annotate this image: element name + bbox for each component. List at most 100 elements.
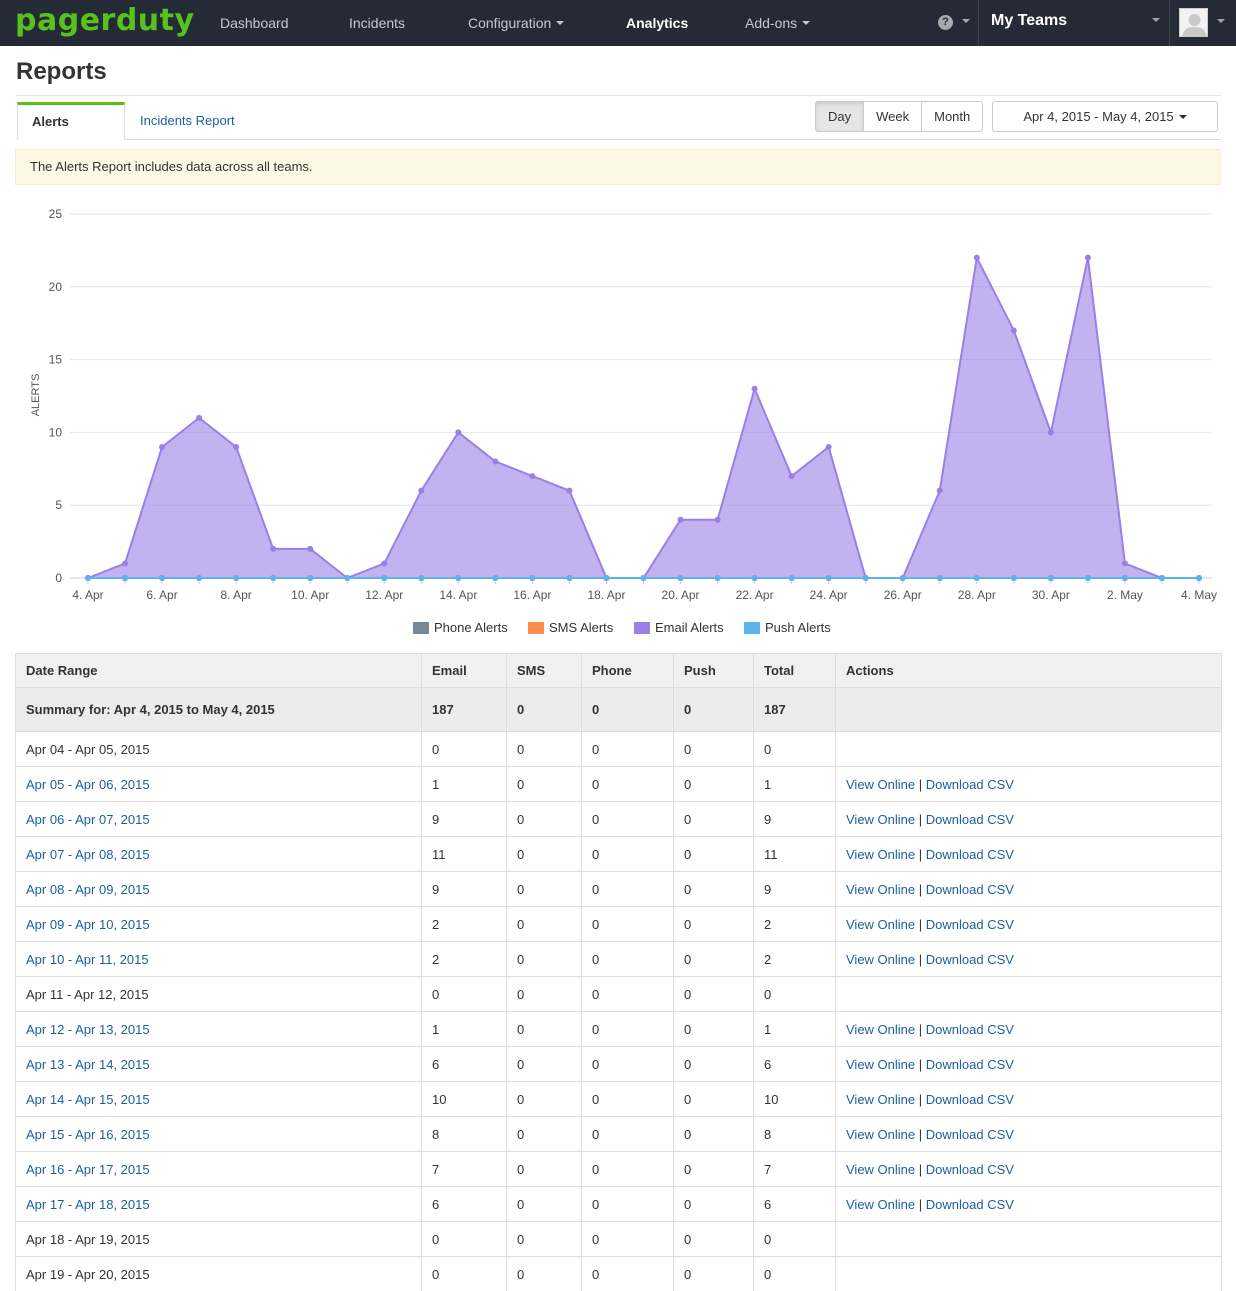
download-csv-link[interactable]: Download CSV	[925, 1091, 1014, 1107]
view-online-link[interactable]: View Online	[846, 1126, 916, 1142]
push-count: 0	[673, 871, 754, 907]
push-count: 0	[673, 906, 754, 942]
date-range-link[interactable]: Apr 06 - Apr 07, 2015	[26, 811, 150, 827]
view-online-link[interactable]: View Online	[846, 916, 916, 932]
total-count: 6	[753, 1046, 836, 1082]
view-online-link[interactable]: View Online	[846, 1056, 916, 1072]
y-tick-label: 0	[55, 571, 62, 585]
table-row: Apr 07 - Apr 08, 2015 11 0 0 0 11 View Online …	[15, 836, 1222, 872]
download-csv-link[interactable]: Download CSV	[925, 811, 1014, 827]
download-csv-link[interactable]: Download CSV	[925, 1021, 1014, 1037]
chevron-down-icon[interactable]	[1217, 19, 1225, 23]
date-range-link[interactable]: Apr 09 - Apr 10, 2015	[26, 916, 150, 932]
download-csv-link[interactable]: Download CSV	[925, 916, 1014, 932]
table-row: Apr 12 - Apr 13, 2015 1 0 0 0 1 View Online | …	[15, 1011, 1222, 1047]
sms-count: 0	[506, 906, 582, 942]
data-point	[973, 254, 980, 261]
view-online-link[interactable]: View Online	[846, 881, 916, 897]
download-csv-link[interactable]: Download CSV	[925, 776, 1014, 792]
nav-analytics[interactable]: Analytics	[626, 0, 688, 46]
download-csv-link[interactable]: Download CSV	[925, 1196, 1014, 1212]
download-csv-link[interactable]: Download CSV	[925, 1161, 1014, 1177]
col-header-date-range[interactable]: Date Range	[15, 653, 422, 688]
col-header-sms[interactable]: SMS	[506, 653, 582, 688]
avatar[interactable]	[1179, 8, 1208, 37]
date-range-link[interactable]: Apr 15 - Apr 16, 2015	[26, 1126, 150, 1142]
data-point	[603, 575, 610, 581]
download-csv-link[interactable]: Download CSV	[925, 881, 1014, 897]
push-count: 0	[673, 1221, 754, 1257]
tab-incidents-report[interactable]: Incidents Report	[140, 113, 235, 128]
phone-count: 0	[581, 1116, 674, 1152]
month-button[interactable]: Month	[921, 101, 984, 132]
col-header-total[interactable]: Total	[753, 653, 836, 688]
legend-label: SMS Alerts	[549, 620, 614, 635]
col-header-phone[interactable]: Phone	[581, 653, 674, 688]
date-range-link[interactable]: Apr 17 - Apr 18, 2015	[26, 1196, 150, 1212]
col-header-actions: Actions	[835, 653, 1222, 688]
email-count: 2	[421, 941, 507, 977]
chevron-down-icon[interactable]	[962, 19, 970, 23]
view-online-link[interactable]: View Online	[846, 1161, 916, 1177]
sms-count: 0	[506, 1151, 582, 1187]
email-count: 10	[421, 1081, 507, 1117]
date-range-link[interactable]: Apr 07 - Apr 08, 2015	[26, 846, 150, 862]
date-range-link[interactable]: Apr 05 - Apr 06, 2015	[26, 776, 150, 792]
col-header-email[interactable]: Email	[421, 653, 507, 688]
view-online-link[interactable]: View Online	[846, 1021, 916, 1037]
date-range-link[interactable]: Apr 10 - Apr 11, 2015	[26, 951, 149, 967]
email-count: 1	[421, 1011, 507, 1047]
data-point	[1084, 575, 1091, 581]
action-separator: |	[918, 951, 923, 967]
view-online-link[interactable]: View Online	[846, 776, 916, 792]
view-online-link[interactable]: View Online	[846, 811, 916, 827]
download-csv-link[interactable]: Download CSV	[925, 951, 1014, 967]
view-online-link[interactable]: View Online	[846, 951, 916, 967]
data-point	[270, 575, 277, 581]
summary-sms: 0	[506, 687, 582, 732]
total-count: 0	[753, 1256, 836, 1291]
pagerduty-logo[interactable]: pagerduty	[15, 3, 195, 38]
nav-addons[interactable]: Add-ons	[745, 0, 811, 46]
actions-cell: View Online | Download CSV	[835, 836, 1222, 872]
push-count: 0	[673, 766, 754, 802]
date-range-link[interactable]: Apr 14 - Apr 15, 2015	[26, 1091, 150, 1107]
view-online-link[interactable]: View Online	[846, 1196, 916, 1212]
summary-phone: 0	[581, 687, 674, 732]
view-online-link[interactable]: View Online	[846, 846, 916, 862]
team-selector[interactable]: My Teams	[991, 12, 1068, 29]
actions-cell: View Online | Download CSV	[835, 1011, 1222, 1047]
push-count: 0	[673, 1011, 754, 1047]
nav-dashboard[interactable]: Dashboard	[220, 0, 289, 46]
day-button[interactable]: Day	[815, 101, 865, 132]
download-csv-link[interactable]: Download CSV	[925, 1126, 1014, 1142]
download-csv-link[interactable]: Download CSV	[925, 1056, 1014, 1072]
col-header-push[interactable]: Push	[673, 653, 754, 688]
date-range-link[interactable]: Apr 13 - Apr 14, 2015	[26, 1056, 150, 1072]
phone-count: 0	[581, 1186, 674, 1222]
date-range-link[interactable]: Apr 12 - Apr 13, 2015	[26, 1021, 150, 1037]
date-range-cell: Apr 19 - Apr 20, 2015	[15, 1256, 422, 1291]
actions-cell: View Online | Download CSV	[835, 941, 1222, 977]
date-range-link[interactable]: Apr 08 - Apr 09, 2015	[26, 881, 150, 897]
download-csv-link[interactable]: Download CSV	[925, 846, 1014, 862]
date-range-picker[interactable]: Apr 4, 2015 - May 4, 2015	[992, 101, 1218, 132]
date-range-link[interactable]: Apr 16 - Apr 17, 2015	[26, 1161, 150, 1177]
data-point	[122, 575, 129, 581]
x-tick-label: 14. Apr	[439, 588, 477, 602]
tab-alerts-report[interactable]: Alerts Report	[17, 102, 125, 163]
chevron-down-icon[interactable]	[1152, 18, 1160, 22]
view-online-link[interactable]: View Online	[846, 1091, 916, 1107]
data-point	[455, 575, 462, 581]
table-row: Apr 06 - Apr 07, 2015 9 0 0 0 9 View Online | …	[15, 801, 1222, 837]
phone-count: 0	[581, 871, 674, 907]
nav-configuration[interactable]: Configuration	[468, 0, 565, 46]
actions-cell: View Online | Download CSV	[835, 766, 1222, 802]
x-tick-label: 8. Apr	[220, 588, 251, 602]
week-button[interactable]: Week	[863, 101, 923, 132]
help-icon[interactable]: ?	[938, 15, 953, 30]
alerts-chart: 0 5 10 15 20 25 ALERTS 4. Apr 6. Apr 8. Apr 10. Ap…	[30, 207, 1217, 635]
nav-configuration-label: Configuration	[468, 15, 552, 31]
data-point	[1047, 429, 1054, 436]
nav-incidents[interactable]: Incidents	[349, 0, 405, 46]
